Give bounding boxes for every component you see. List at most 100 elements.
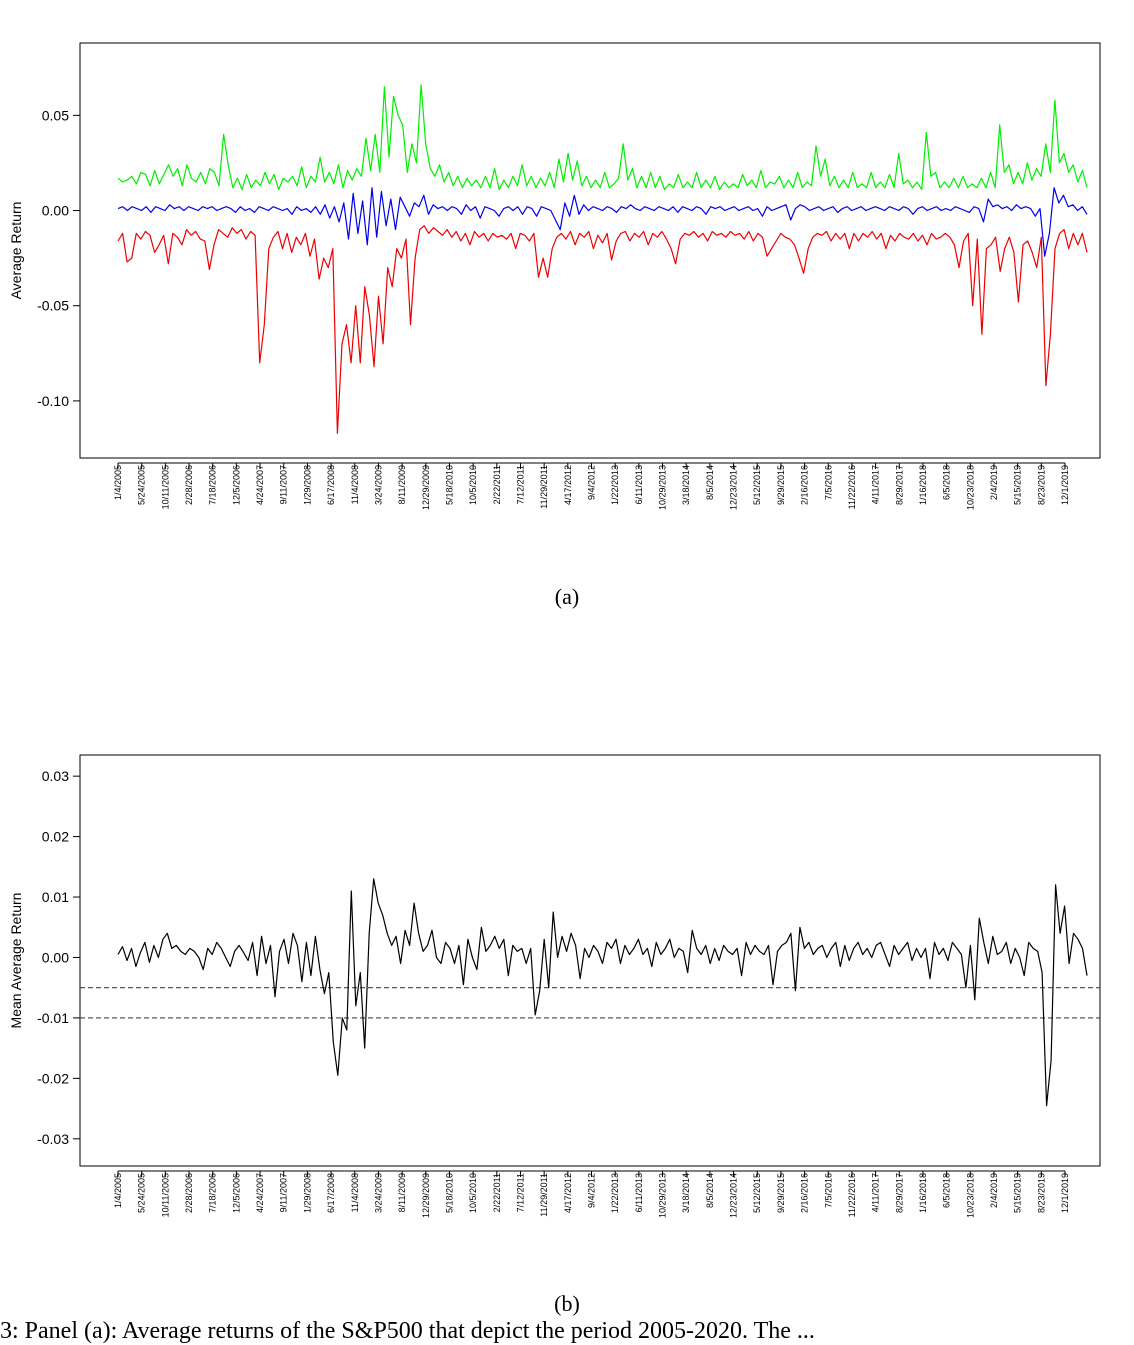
x-tick-label: 10/23/2018 (965, 465, 975, 510)
plot-frame (79, 754, 1101, 1167)
series-line-3 (117, 225, 1088, 434)
y-tick-label: -0.10 (37, 393, 69, 409)
x-tick-label: 12/29/2009 (421, 465, 431, 510)
x-tick-label: 8/5/2014 (705, 465, 715, 500)
x-tick-label: 12/5/2006 (231, 1173, 241, 1213)
x-tick-label: 1/4/2005 (113, 465, 123, 500)
x-tick-label: 4/11/2017 (871, 1173, 881, 1212)
y-tick-label: -0.03 (37, 1131, 69, 1147)
x-tick-label: 2/22/2011 (492, 1173, 502, 1212)
x-tick-label: 5/18/2010 (444, 465, 454, 505)
panel-a-chart: -0.10 -0.05 0.00 0.05 Average Return 1/4/2005… (0, 0, 1134, 570)
x-tick-label: 10/29/2013 (658, 465, 668, 510)
x-tick-label: 1/22/2013 (610, 1173, 620, 1213)
x-tick-label: 8/11/2009 (397, 1173, 407, 1212)
x-tick-label: 1/16/2018 (918, 465, 928, 505)
x-tick-label: 12/23/2014 (729, 465, 739, 510)
x-tick-label: 8/29/2017 (894, 465, 904, 505)
x-tick-label: 1/29/2008 (302, 1173, 312, 1213)
x-tick-label: 6/5/2018 (942, 1173, 952, 1208)
x-tick-label: 11/4/2008 (350, 1173, 360, 1212)
x-tick-label: 2/16/2016 (800, 465, 810, 505)
x-tick-label: 9/4/2012 (587, 1173, 597, 1208)
x-tick-label: 12/1/2019 (1060, 1173, 1070, 1213)
x-tick-label: 7/18/2006 (208, 1173, 218, 1213)
panel-b-caption: (b) (554, 1291, 580, 1316)
x-tick-label: 6/11/2013 (634, 465, 644, 504)
series-line-1 (117, 878, 1088, 1107)
y-tick-label: -0.01 (37, 1010, 69, 1026)
average-return-chart: -0.10 -0.05 0.00 0.05 Average Return 1/4/2005… (8, 42, 1101, 510)
x-tick-label: 8/23/2019 (1036, 465, 1046, 505)
series-line-1 (117, 84, 1088, 191)
panel-b-chart: -0.03 -0.02 -0.01 0.00 0.01 0.02 0.03 Mean Aver… (0, 700, 1134, 1220)
y-axis-label: Mean Average Return (8, 893, 24, 1029)
plot-frame (79, 42, 1101, 459)
x-tick-label: 9/11/2007 (279, 1173, 289, 1212)
x-tick-label: 1/4/2005 (113, 1173, 123, 1208)
x-tick-label: 11/22/2016 (847, 465, 857, 509)
x-tick-label: 2/16/2016 (800, 1173, 810, 1213)
y-tick-label: 0.00 (42, 203, 69, 219)
x-tick-label: 5/15/2019 (1013, 465, 1023, 505)
x-tick-label: 2/22/2011 (492, 465, 502, 504)
x-tick-label: 1/16/2018 (918, 1173, 928, 1213)
x-tick-label: 8/29/2017 (894, 1173, 904, 1213)
x-tick-label: 6/17/2008 (326, 1173, 336, 1213)
x-tick-label: 7/12/2011 (515, 1173, 525, 1212)
x-tick-label: 10/11/2005 (160, 1173, 170, 1217)
x-tick-label: 2/28/2006 (184, 1173, 194, 1213)
x-tick-label: 5/12/2015 (752, 1173, 762, 1213)
x-tick-label: 12/23/2014 (729, 1173, 739, 1218)
x-tick-label: 8/23/2019 (1036, 1173, 1046, 1213)
y-tick-label: -0.05 (37, 298, 69, 314)
x-tick-label: 10/5/2010 (468, 465, 478, 505)
y-tick-label: 0.03 (42, 768, 69, 784)
x-tick-label: 5/15/2019 (1013, 1173, 1023, 1213)
x-tick-label: 4/17/2012 (563, 465, 573, 505)
x-tick-label: 11/29/2011 (539, 465, 549, 509)
x-tick-label: 7/5/2016 (823, 1173, 833, 1208)
mean-average-return-chart: -0.03 -0.02 -0.01 0.00 0.01 0.02 0.03 Mean Aver… (8, 754, 1101, 1218)
x-tick-label: 3/24/2009 (373, 465, 383, 505)
panel-a-caption: (a) (554, 584, 580, 609)
x-tick-label: 11/29/2011 (539, 1173, 549, 1217)
x-tick-label: 12/5/2006 (231, 465, 241, 505)
x-tick-label: 5/12/2015 (752, 465, 762, 505)
x-tick-label: 2/28/2006 (184, 465, 194, 505)
series-line-2 (117, 187, 1088, 257)
x-tick-label: 11/22/2016 (847, 1173, 857, 1217)
x-tick-label: 10/11/2005 (160, 465, 170, 509)
x-tick-label: 9/29/2015 (776, 465, 786, 505)
x-tick-label: 11/4/2008 (350, 465, 360, 504)
x-tick-label: 3/18/2014 (681, 1173, 691, 1213)
x-tick-label: 7/12/2011 (515, 465, 525, 504)
x-tick-label: 1/29/2008 (302, 465, 312, 505)
x-tick-label: 3/18/2014 (681, 465, 691, 505)
x-tick-label: 12/29/2009 (421, 1173, 431, 1218)
x-tick-label: 4/11/2017 (871, 465, 881, 504)
x-tick-label: 4/24/2007 (255, 465, 265, 505)
x-tick-label: 3/24/2009 (373, 1173, 383, 1213)
x-tick-label: 8/5/2014 (705, 1173, 715, 1208)
x-tick-label: 9/11/2007 (279, 465, 289, 504)
x-tick-label: 5/18/2010 (444, 1173, 454, 1213)
x-tick-label: 9/4/2012 (587, 465, 597, 500)
x-tick-label: 10/29/2013 (658, 1173, 668, 1218)
x-tick-label: 2/4/2019 (989, 1173, 999, 1208)
y-tick-label: 0.01 (42, 889, 69, 905)
y-tick-label: 0.02 (42, 829, 69, 845)
x-tick-label: 5/24/2005 (137, 1173, 147, 1213)
y-tick-label: -0.02 (37, 1070, 69, 1086)
x-tick-label: 7/18/2006 (208, 465, 218, 505)
x-tick-label: 4/17/2012 (563, 1173, 573, 1213)
x-tick-label: 10/5/2010 (468, 1173, 478, 1213)
x-tick-label: 2/4/2019 (989, 465, 999, 500)
x-tick-label: 10/23/2018 (965, 1173, 975, 1218)
x-tick-label: 4/24/2007 (255, 1173, 265, 1213)
x-tick-label: 8/11/2009 (397, 465, 407, 504)
x-tick-label: 6/17/2008 (326, 465, 336, 505)
x-tick-label: 5/24/2005 (137, 465, 147, 505)
x-tick-label: 6/5/2018 (942, 465, 952, 500)
x-tick-label: 1/22/2013 (610, 465, 620, 505)
